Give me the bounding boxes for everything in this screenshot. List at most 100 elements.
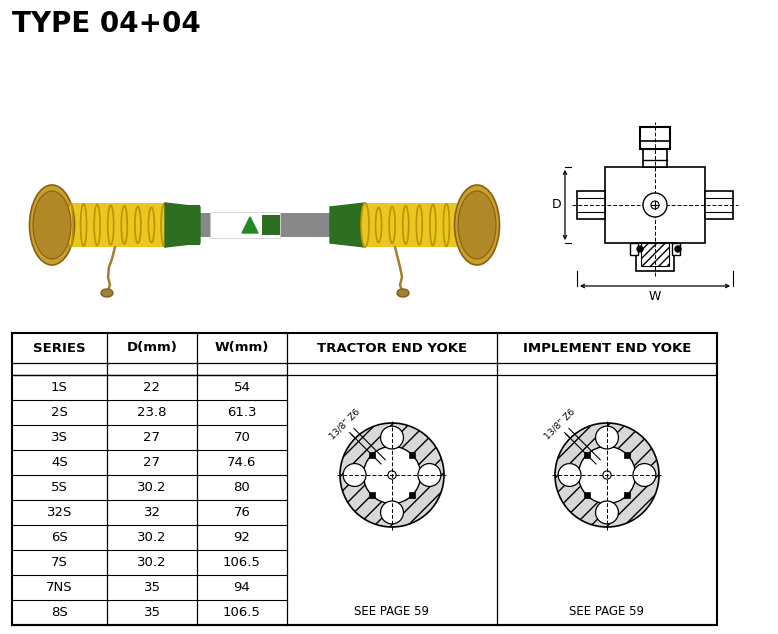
- Text: 13/8" Z6: 13/8" Z6: [542, 408, 576, 441]
- Ellipse shape: [416, 205, 422, 245]
- Bar: [630, 243, 638, 255]
- Bar: [409, 492, 415, 498]
- Bar: [624, 451, 630, 458]
- Text: 1S: 1S: [51, 381, 68, 394]
- Ellipse shape: [81, 204, 86, 246]
- Text: 80: 80: [233, 481, 251, 494]
- Text: SERIES: SERIES: [33, 342, 86, 354]
- Text: 2S: 2S: [51, 406, 68, 419]
- Ellipse shape: [454, 185, 499, 265]
- Text: SEE PAGE 59: SEE PAGE 59: [355, 605, 429, 618]
- Polygon shape: [165, 203, 200, 247]
- Text: 4S: 4S: [51, 456, 68, 469]
- Bar: [636, 243, 674, 271]
- Ellipse shape: [458, 191, 496, 259]
- Text: 32: 32: [143, 506, 160, 519]
- Circle shape: [596, 501, 619, 524]
- Text: 27: 27: [143, 456, 160, 469]
- Bar: [210, 212, 280, 238]
- Ellipse shape: [397, 289, 409, 297]
- Circle shape: [637, 246, 643, 252]
- Bar: [605, 167, 705, 243]
- Text: 94: 94: [233, 581, 251, 594]
- Text: 5S: 5S: [51, 481, 68, 494]
- Text: 32S: 32S: [47, 506, 72, 519]
- Text: 61.3: 61.3: [227, 406, 257, 419]
- Bar: [640, 127, 670, 149]
- Text: D: D: [552, 198, 562, 212]
- Ellipse shape: [33, 191, 71, 259]
- Text: 74.6: 74.6: [227, 456, 257, 469]
- Text: 30.2: 30.2: [137, 556, 166, 569]
- Text: TRACTOR END YOKE: TRACTOR END YOKE: [317, 342, 467, 354]
- Bar: [672, 243, 680, 255]
- Ellipse shape: [403, 206, 408, 244]
- Text: 92: 92: [233, 531, 251, 544]
- Ellipse shape: [376, 207, 381, 242]
- Circle shape: [380, 501, 404, 524]
- Text: 22: 22: [143, 381, 160, 394]
- Text: D(mm): D(mm): [127, 342, 177, 354]
- Circle shape: [418, 463, 441, 486]
- Ellipse shape: [149, 207, 154, 242]
- Ellipse shape: [457, 203, 463, 247]
- Text: 3S: 3S: [51, 431, 68, 444]
- Circle shape: [555, 423, 659, 527]
- Ellipse shape: [30, 185, 75, 265]
- Text: 6S: 6S: [51, 531, 68, 544]
- Text: TYPE 04+04: TYPE 04+04: [12, 10, 201, 38]
- Text: 23.8: 23.8: [137, 406, 166, 419]
- Bar: [369, 451, 375, 458]
- Text: 30.2: 30.2: [137, 481, 166, 494]
- Ellipse shape: [389, 207, 395, 243]
- Bar: [641, 243, 669, 266]
- Polygon shape: [330, 203, 365, 247]
- Ellipse shape: [107, 205, 114, 245]
- Text: 106.5: 106.5: [223, 556, 261, 569]
- Ellipse shape: [101, 289, 113, 297]
- Bar: [584, 492, 590, 498]
- Bar: [369, 492, 375, 498]
- Text: W: W: [649, 290, 661, 302]
- Bar: [465, 210, 477, 240]
- Text: 70: 70: [233, 431, 251, 444]
- Bar: [624, 492, 630, 498]
- Text: W(mm): W(mm): [215, 342, 269, 354]
- Text: 35: 35: [143, 581, 160, 594]
- Bar: [12, 333, 717, 625]
- Circle shape: [388, 471, 396, 479]
- Text: SEE PAGE 59: SEE PAGE 59: [569, 605, 644, 618]
- Circle shape: [340, 423, 444, 527]
- Text: 54: 54: [233, 381, 251, 394]
- Circle shape: [380, 426, 404, 449]
- Bar: [409, 451, 415, 458]
- Circle shape: [363, 446, 421, 503]
- Text: 106.5: 106.5: [223, 606, 261, 619]
- Polygon shape: [242, 217, 258, 233]
- Text: 13/8" Z6: 13/8" Z6: [328, 408, 362, 441]
- Ellipse shape: [135, 207, 141, 243]
- Circle shape: [343, 463, 366, 486]
- Text: 8S: 8S: [51, 606, 68, 619]
- Text: 35: 35: [143, 606, 160, 619]
- Bar: [365, 203, 460, 247]
- Bar: [262, 215, 280, 235]
- Circle shape: [603, 471, 612, 479]
- Text: 27: 27: [143, 431, 160, 444]
- Text: 7S: 7S: [51, 556, 68, 569]
- Bar: [165, 205, 200, 245]
- Bar: [705, 191, 733, 219]
- Ellipse shape: [161, 203, 169, 247]
- Circle shape: [633, 463, 656, 486]
- Ellipse shape: [121, 206, 128, 244]
- Bar: [584, 451, 590, 458]
- Circle shape: [578, 446, 636, 503]
- Text: 30.2: 30.2: [137, 531, 166, 544]
- Circle shape: [558, 463, 581, 486]
- Bar: [643, 149, 667, 167]
- Ellipse shape: [67, 203, 73, 247]
- Ellipse shape: [361, 203, 369, 247]
- Bar: [70, 203, 165, 247]
- Bar: [577, 191, 605, 219]
- Text: 76: 76: [233, 506, 251, 519]
